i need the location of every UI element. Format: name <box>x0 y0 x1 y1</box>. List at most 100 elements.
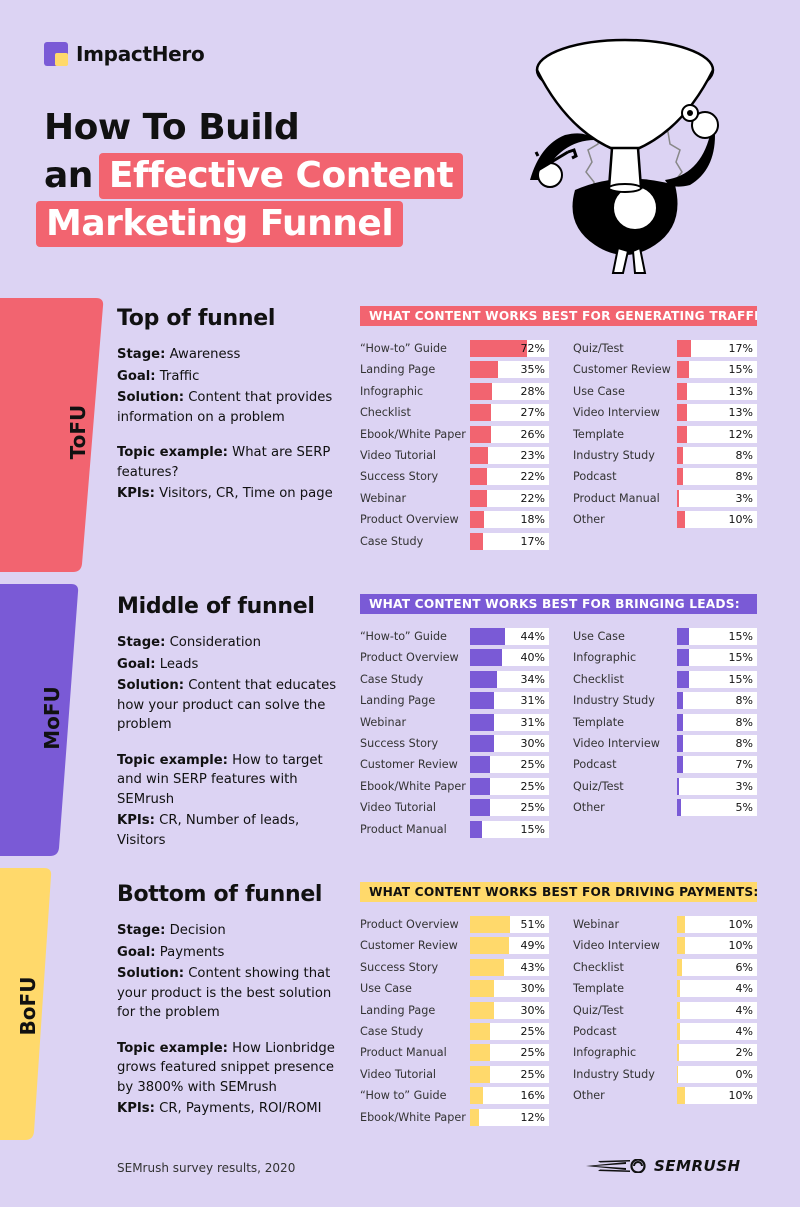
traffic-bar <box>470 532 484 550</box>
traffic-bar-track: 8% <box>677 447 757 464</box>
payments-bar <box>470 1001 494 1019</box>
traffic-bar-value: 12% <box>728 427 753 441</box>
traffic-bar-value: 13% <box>728 384 753 398</box>
payments-chart-title: WHAT CONTENT WORKS BEST FOR DRIVING PAYM… <box>360 882 757 902</box>
traffic-bar-track: 13% <box>677 382 757 400</box>
traffic-bar-label: Product Manual <box>573 491 660 505</box>
payments-bar-value: 30% <box>520 982 545 996</box>
payments-bar-track: 10% <box>677 1087 757 1105</box>
leads-bar-label: “How-to” Guide <box>360 630 447 643</box>
payments-bar <box>470 916 511 933</box>
traffic-bar-label: Industry Study <box>573 449 655 462</box>
traffic-bar-row: Landing Page 35% <box>360 361 549 379</box>
leads-bar-value: 31% <box>520 715 545 729</box>
traffic-bar-row: Success Story 22% <box>360 468 549 486</box>
leads-bar-track: 31% <box>470 713 549 731</box>
leads-bar-value: 7% <box>735 758 753 772</box>
payments-bar-label: Product Manual <box>360 1046 447 1060</box>
traffic-bar-label: Video Interview <box>573 406 660 420</box>
payments-bar-label: Success Story <box>360 960 439 974</box>
payments-bar-value: 30% <box>520 1003 545 1017</box>
leads-bar <box>470 628 505 645</box>
leads-bar <box>677 777 680 795</box>
payments-bar-row: Template 4% <box>573 980 757 998</box>
leads-bar-row: Webinar 31% <box>360 713 549 731</box>
leads-bar-value: 25% <box>520 801 545 815</box>
traffic-bar <box>470 489 488 507</box>
tofu-tab-shape <box>0 298 104 572</box>
traffic-bar-label: Checklist <box>360 406 411 420</box>
payments-bar-label: Case Study <box>360 1025 424 1038</box>
leads-chart-bars: “How-to” Guide 44% Product Overview 40% Case… <box>360 628 757 842</box>
impacthero-logo-icon <box>44 42 68 66</box>
bofu-solution: Solution: Content showing that your prod… <box>117 966 332 1020</box>
payments-bar-track: 4% <box>677 1001 757 1019</box>
leads-bar-value: 15% <box>728 651 753 665</box>
payments-bar-track: 25% <box>470 1065 549 1083</box>
leads-bar-row: Use Case 15% <box>573 628 757 645</box>
payments-bar-row: Podcast 4% <box>573 1023 757 1040</box>
traffic-bar-track: 10% <box>677 511 757 529</box>
payments-bar <box>677 1087 685 1105</box>
payments-bar-value: 0% <box>735 1067 753 1081</box>
traffic-bar-track: 17% <box>677 340 757 357</box>
title-line-1: How To Build <box>44 107 300 148</box>
traffic-bar <box>677 382 688 400</box>
semrush-fireball-icon <box>586 1159 646 1173</box>
payments-bar-value: 4% <box>735 982 753 996</box>
traffic-bar-track: 23% <box>470 447 549 464</box>
payments-bar-row: Quiz/Test 4% <box>573 1001 757 1019</box>
traffic-bar-value: 17% <box>520 534 545 548</box>
tofu-solution: Solution: Content that provides informat… <box>117 390 333 425</box>
tofu-topic: Topic example: What are SERP features? <box>117 445 331 480</box>
traffic-bar <box>677 489 680 507</box>
payments-bar-track: 43% <box>470 958 549 976</box>
leads-bar-label: Success Story <box>360 737 439 750</box>
traffic-bar <box>677 340 691 357</box>
traffic-bar-row: Use Case 13% <box>573 382 757 400</box>
payments-bar <box>470 980 494 998</box>
payments-bar-value: 10% <box>728 939 753 953</box>
traffic-bar <box>677 447 684 464</box>
traffic-bar <box>677 468 684 486</box>
traffic-bar-row: Quiz/Test 17% <box>573 340 757 357</box>
leads-bar-row: Checklist 15% <box>573 670 757 688</box>
leads-bar-track: 40% <box>470 649 549 667</box>
payments-bar-row: “How to” Guide 16% <box>360 1087 549 1105</box>
traffic-bar-value: 28% <box>520 384 545 398</box>
leads-bar-label: Checklist <box>573 672 624 686</box>
traffic-bar-label: “How-to” Guide <box>360 342 447 355</box>
payments-bar-label: Podcast <box>573 1025 617 1038</box>
leads-bar-label: Ebook/White Paper <box>360 779 466 793</box>
leads-bar-label: Product Manual <box>360 822 447 836</box>
payments-chart: WHAT CONTENT WORKS BEST FOR DRIVING PAYM… <box>360 882 757 1130</box>
leads-bar-track: 25% <box>470 756 549 774</box>
traffic-bar-track: 3% <box>677 489 757 507</box>
leads-bar-value: 40% <box>520 651 545 665</box>
payments-bar-track: 10% <box>677 937 757 955</box>
payments-bar-row: Video Tutorial 25% <box>360 1065 549 1083</box>
traffic-bar-track: 26% <box>470 425 549 443</box>
leads-bar-label: Other <box>573 801 605 815</box>
payments-bar-label: “How to” Guide <box>360 1089 447 1103</box>
mofu-solution: Solution: Content that educates how your… <box>117 678 337 732</box>
payments-bar <box>677 937 685 955</box>
payments-bar-track: 30% <box>470 1001 549 1019</box>
traffic-bar-label: Template <box>573 427 625 441</box>
payments-bar-label: Landing Page <box>360 1003 436 1017</box>
payments-bar-row: Checklist 6% <box>573 958 757 976</box>
mofu-side-tab: MoFU <box>0 584 104 856</box>
payments-bar <box>677 1044 679 1062</box>
payments-bar-row: Ebook/White Paper 12% <box>360 1108 549 1126</box>
leads-bar <box>677 628 689 645</box>
leads-bar-label: Use Case <box>573 630 625 643</box>
source-note: SEMrush survey results, 2020 <box>117 1161 296 1175</box>
payments-bar-label: Other <box>573 1089 605 1103</box>
payments-bar-track: 10% <box>677 916 757 933</box>
payments-bar-track: 0% <box>677 1065 757 1083</box>
leads-bar-label: Product Overview <box>360 651 459 665</box>
traffic-bar-row: Webinar 22% <box>360 489 549 507</box>
leads-bar-value: 25% <box>520 758 545 772</box>
bofu-goal: Goal: Payments <box>117 944 225 960</box>
traffic-bar-track: 27% <box>470 404 549 422</box>
